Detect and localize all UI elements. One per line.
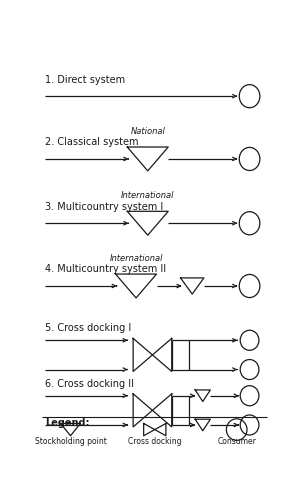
Text: Cross docking: Cross docking — [128, 436, 182, 446]
Text: 4. Multicountry system II: 4. Multicountry system II — [45, 264, 166, 274]
Text: 2. Classical system: 2. Classical system — [45, 138, 138, 147]
Text: 5. Cross docking I: 5. Cross docking I — [45, 324, 131, 334]
Text: Legend:: Legend: — [45, 418, 89, 428]
Text: 1. Direct system: 1. Direct system — [45, 74, 125, 85]
Text: Stockholding point: Stockholding point — [35, 436, 106, 446]
Text: National: National — [130, 127, 165, 136]
Text: International: International — [121, 191, 175, 200]
Text: 6. Cross docking II: 6. Cross docking II — [45, 379, 134, 389]
Text: International: International — [109, 254, 163, 263]
Text: Consumer: Consumer — [217, 436, 256, 446]
Text: 3. Multicountry system I: 3. Multicountry system I — [45, 202, 163, 211]
